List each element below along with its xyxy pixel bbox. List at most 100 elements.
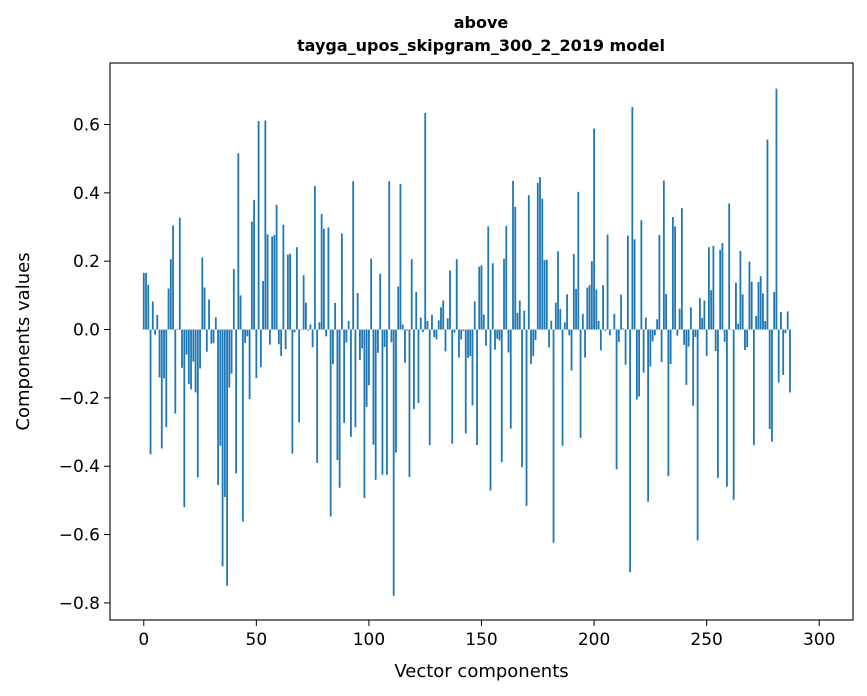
bar-149	[478, 266, 481, 330]
bar-240	[683, 329, 686, 345]
bar-83	[329, 329, 332, 517]
bar-55	[266, 234, 269, 330]
bar-244	[692, 329, 695, 406]
bar-15	[176, 328, 179, 330]
bar-264	[737, 323, 740, 330]
bar-67	[293, 329, 296, 333]
bar-178	[543, 260, 546, 330]
bar-268	[746, 329, 749, 348]
bar-248	[701, 317, 704, 330]
x-tick-label: 0	[138, 630, 149, 650]
bar-84	[332, 329, 334, 365]
bar-45	[244, 329, 246, 343]
bar-9	[163, 329, 165, 379]
bar-89	[343, 329, 346, 423]
bar-36	[223, 329, 226, 497]
bar-5	[154, 329, 156, 335]
bar-151	[482, 314, 485, 330]
bar-77	[316, 329, 319, 463]
bar-105	[379, 273, 382, 330]
bar-234	[669, 329, 672, 365]
bar-177	[541, 198, 544, 330]
bar-162	[507, 329, 510, 353]
bar-53	[262, 281, 264, 330]
x-tick-label: 150	[465, 630, 497, 650]
bar-224	[647, 329, 650, 502]
bar-114	[399, 183, 402, 330]
bar-30	[210, 329, 213, 344]
bar-199	[590, 261, 593, 330]
bar-118	[408, 329, 411, 478]
bar-274	[759, 276, 762, 330]
bar-157	[496, 329, 499, 339]
bar-193	[577, 191, 580, 330]
bar-22	[192, 329, 195, 362]
bar-275	[762, 293, 764, 330]
bar-99	[365, 329, 368, 407]
bar-161	[505, 226, 508, 330]
bar-166	[516, 312, 519, 330]
bar-98	[363, 329, 366, 499]
bar-214	[624, 329, 627, 365]
y-tick-label: −0.2	[59, 389, 100, 409]
bar-20	[187, 329, 190, 385]
bar-104	[377, 329, 379, 353]
bar-73	[307, 329, 310, 331]
bar-187	[563, 322, 566, 330]
bar-181	[550, 320, 553, 330]
bar-124	[422, 329, 424, 332]
bar-13	[172, 225, 174, 330]
bar-211	[617, 329, 620, 342]
bar-242	[687, 329, 690, 347]
bar-21	[190, 329, 192, 390]
bar-26	[201, 257, 204, 330]
bar-186	[561, 329, 564, 446]
bar-139	[455, 259, 458, 330]
bar-207	[608, 329, 611, 336]
bar-97	[361, 329, 364, 349]
bar-257	[721, 243, 724, 330]
bar-92	[350, 329, 352, 437]
bar-249	[703, 300, 706, 330]
bar-33	[217, 329, 219, 486]
bar-120	[413, 329, 415, 410]
y-axis-ticks: −0.8 −0.6 −0.4 −0.2 0.0 0.2 0.4 0.6	[59, 116, 110, 614]
bar-256	[719, 249, 722, 330]
bar-134	[444, 329, 447, 352]
y-tick-label: 0.0	[73, 321, 100, 341]
bar-167	[518, 300, 521, 330]
bar-180	[548, 329, 550, 348]
bar-229	[658, 234, 661, 330]
bar-110	[390, 329, 393, 343]
bar-176	[539, 177, 541, 330]
bar-226	[651, 329, 654, 342]
bar-239	[680, 208, 683, 330]
bar-182	[552, 329, 555, 543]
bar-279	[771, 329, 773, 442]
bar-136	[449, 270, 451, 330]
bar-205	[604, 329, 607, 331]
bar-94	[354, 329, 357, 428]
bar-238	[678, 308, 681, 330]
bar-210	[615, 329, 618, 470]
bar-202	[597, 321, 600, 330]
bar-14	[174, 329, 177, 414]
bar-95	[356, 292, 359, 330]
bar-163	[509, 329, 512, 429]
bar-41	[235, 329, 237, 474]
bar-17	[181, 329, 183, 368]
bar-200	[593, 128, 595, 330]
bar-19	[185, 329, 188, 355]
bar-222	[642, 329, 645, 373]
bar-59	[275, 204, 278, 330]
bar-196	[584, 329, 586, 358]
bar-38	[228, 329, 231, 388]
bar-76	[313, 186, 316, 330]
bar-140	[458, 329, 460, 358]
bar-232	[665, 294, 668, 330]
y-tick-label: −0.8	[59, 594, 100, 614]
bar-116	[404, 329, 406, 363]
bar-62	[282, 224, 285, 330]
bar-90	[345, 329, 348, 343]
bar-147	[473, 301, 476, 330]
